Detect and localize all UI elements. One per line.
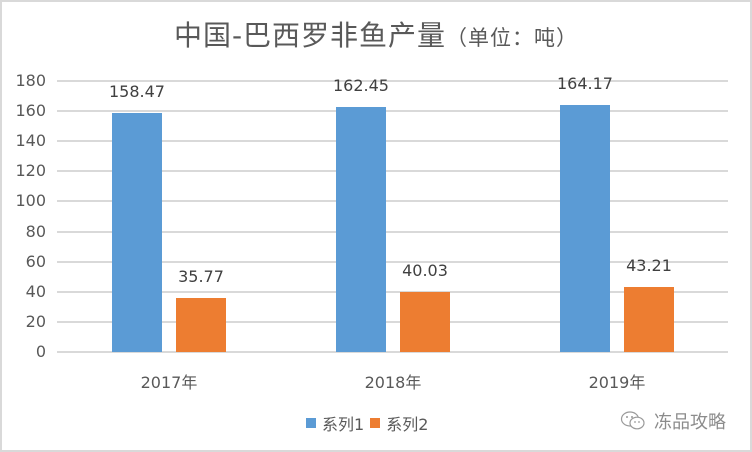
y-tick-label: 20 — [25, 311, 46, 331]
y-tick-label: 180 — [15, 71, 46, 90]
bar-2-2018年 — [400, 291, 450, 352]
legend-label-series-1: 系列1 — [322, 415, 365, 434]
chart-title-main: 中国-巴西罗非鱼产量 — [173, 19, 447, 52]
legend-item-series-1: 系列1 — [306, 411, 364, 435]
gridline — [57, 110, 728, 113]
x-tick-label: 2017年 — [140, 373, 198, 392]
legend: 系列1 系列2 — [306, 411, 434, 435]
legend-item-series-2: 系列2 — [370, 411, 428, 435]
data-label: 43.21 — [626, 255, 672, 275]
chart-title: 中国-巴西罗非鱼产量（单位：吨） — [0, 14, 752, 54]
bar-1-2018年 — [336, 107, 386, 352]
bar-1-2019年 — [560, 104, 610, 352]
y-tick-label: 40 — [25, 281, 46, 301]
wechat-icon — [620, 411, 645, 430]
watermark-text: 冻品攻略 — [654, 412, 726, 433]
legend-swatch-series-2 — [370, 418, 381, 428]
legend-swatch-series-1 — [306, 418, 316, 428]
gridline — [57, 140, 728, 143]
bar-2-2019年 — [624, 286, 674, 352]
gridline — [57, 290, 728, 293]
gridline — [57, 320, 728, 323]
y-tick-label: 140 — [15, 131, 46, 151]
bar-1-2017年 — [112, 113, 162, 352]
y-tick-label: 160 — [15, 101, 46, 121]
chart-title-unit: （单位：吨） — [446, 26, 579, 50]
data-label: 40.03 — [402, 260, 448, 280]
y-tick-label: 80 — [25, 221, 46, 241]
y-tick-label: 120 — [15, 161, 46, 181]
gridline — [57, 80, 728, 82]
watermark: 冻品攻略 — [620, 408, 726, 434]
data-label: 164.17 — [557, 73, 613, 93]
legend-label-series-2: 系列2 — [386, 415, 429, 434]
y-tick-label: 60 — [25, 251, 46, 271]
data-label: 158.47 — [109, 82, 165, 102]
y-tick-label: 0 — [35, 342, 46, 361]
gridline — [57, 351, 728, 353]
gridline — [57, 200, 728, 203]
x-tick-label: 2018年 — [364, 373, 422, 392]
x-tick-label: 2019年 — [588, 373, 646, 392]
data-label: 162.45 — [333, 76, 389, 96]
gridline — [57, 260, 728, 263]
data-label: 35.77 — [178, 267, 224, 287]
y-tick-label: 100 — [15, 191, 46, 211]
bar-2-2017年 — [176, 298, 226, 352]
gridline — [57, 170, 728, 173]
gridline — [57, 230, 728, 233]
